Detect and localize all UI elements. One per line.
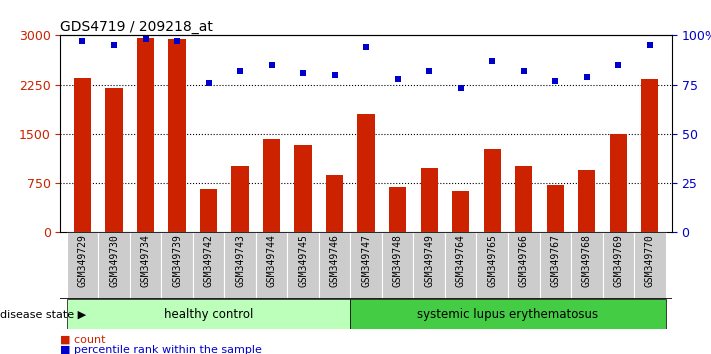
Bar xyxy=(67,299,351,329)
Bar xyxy=(445,232,476,299)
Bar xyxy=(130,232,161,299)
Bar xyxy=(225,232,256,299)
Text: GDS4719 / 209218_at: GDS4719 / 209218_at xyxy=(60,21,213,34)
Text: GSM349730: GSM349730 xyxy=(109,234,119,287)
Bar xyxy=(547,185,564,232)
Bar xyxy=(358,114,375,232)
Text: GSM349744: GSM349744 xyxy=(267,234,277,287)
Bar xyxy=(256,232,287,299)
Bar xyxy=(476,232,508,299)
Bar xyxy=(540,232,571,299)
Bar xyxy=(319,232,351,299)
Bar xyxy=(452,191,469,232)
Text: GSM349765: GSM349765 xyxy=(487,234,497,287)
Bar xyxy=(326,175,343,232)
Text: GSM349766: GSM349766 xyxy=(519,234,529,287)
Bar xyxy=(483,149,501,232)
Bar xyxy=(634,232,665,299)
Text: GSM349739: GSM349739 xyxy=(172,234,182,287)
Bar xyxy=(263,139,280,232)
Bar xyxy=(287,232,319,299)
Bar xyxy=(67,232,98,299)
Bar xyxy=(382,232,413,299)
Bar xyxy=(508,232,540,299)
Text: ■ percentile rank within the sample: ■ percentile rank within the sample xyxy=(60,346,262,354)
Bar xyxy=(609,134,627,232)
Text: GSM349770: GSM349770 xyxy=(645,234,655,287)
Bar xyxy=(641,79,658,232)
Bar xyxy=(420,168,438,232)
Text: healthy control: healthy control xyxy=(164,308,253,321)
Text: GSM349747: GSM349747 xyxy=(361,234,371,287)
Bar xyxy=(74,78,91,232)
Text: GSM349745: GSM349745 xyxy=(298,234,308,287)
Bar xyxy=(413,232,445,299)
Text: GSM349748: GSM349748 xyxy=(392,234,402,287)
Text: GSM349764: GSM349764 xyxy=(456,234,466,287)
Text: disease state ▶: disease state ▶ xyxy=(0,309,86,319)
Bar xyxy=(169,39,186,232)
Text: GSM349746: GSM349746 xyxy=(330,234,340,287)
Bar xyxy=(602,232,634,299)
Text: GSM349734: GSM349734 xyxy=(141,234,151,287)
Bar xyxy=(571,232,602,299)
Text: GSM349749: GSM349749 xyxy=(424,234,434,287)
Bar xyxy=(351,232,382,299)
Bar xyxy=(161,232,193,299)
Bar xyxy=(578,170,596,232)
Bar xyxy=(137,38,154,232)
Text: GSM349767: GSM349767 xyxy=(550,234,560,287)
Bar xyxy=(515,166,533,232)
Text: GSM349729: GSM349729 xyxy=(77,234,87,287)
Text: GSM349742: GSM349742 xyxy=(203,234,213,287)
Text: ■ count: ■ count xyxy=(60,335,106,345)
Text: GSM349768: GSM349768 xyxy=(582,234,592,287)
Text: GSM349769: GSM349769 xyxy=(614,234,624,287)
Bar xyxy=(105,88,123,232)
Text: systemic lupus erythematosus: systemic lupus erythematosus xyxy=(417,308,599,321)
Bar xyxy=(98,232,130,299)
Bar xyxy=(193,232,225,299)
Bar xyxy=(389,187,407,232)
Bar xyxy=(200,189,218,232)
Bar xyxy=(351,299,665,329)
Text: GSM349743: GSM349743 xyxy=(235,234,245,287)
Bar xyxy=(231,166,249,232)
Bar xyxy=(294,145,312,232)
